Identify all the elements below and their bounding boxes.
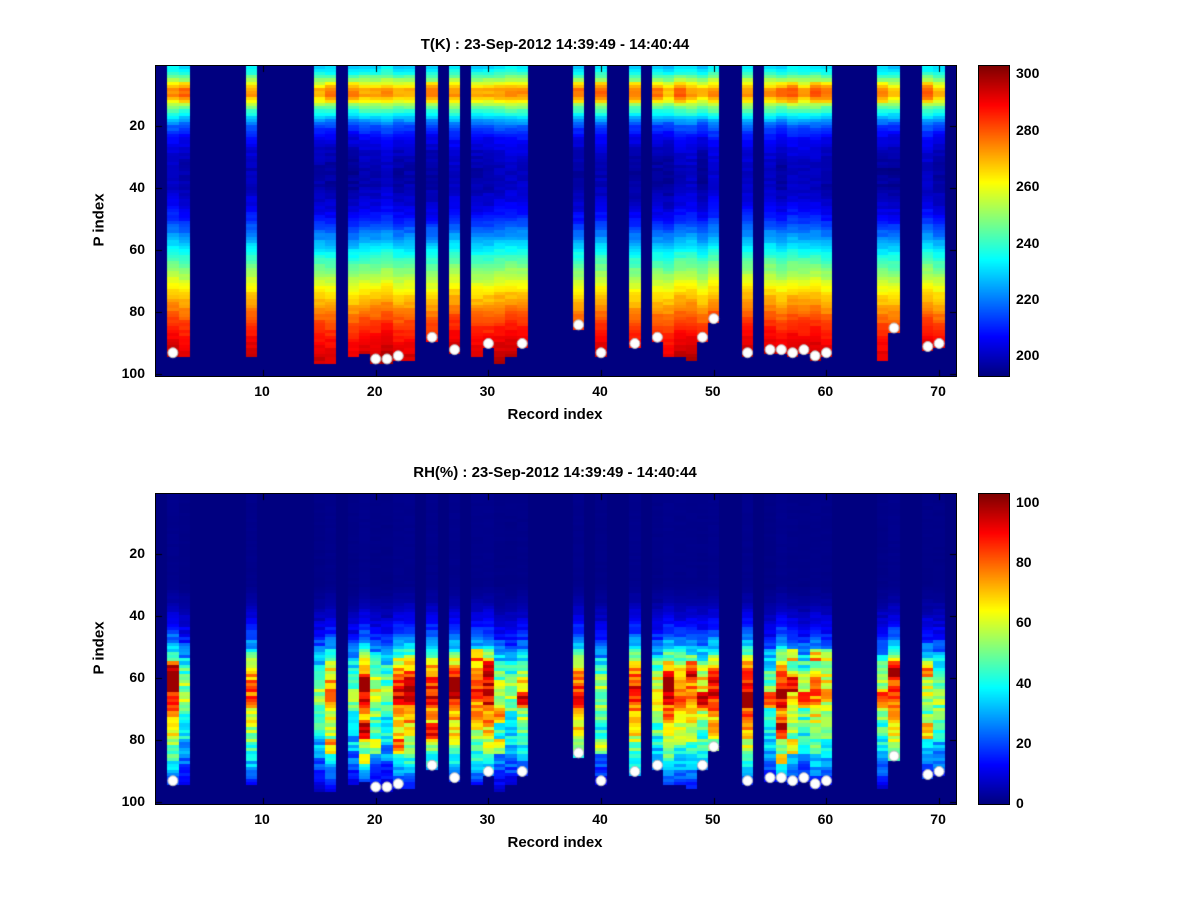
temperature-colorbar bbox=[978, 65, 1010, 377]
colorbar-tick-label: 280 bbox=[1016, 121, 1040, 138]
x-tick-label: 50 bbox=[704, 811, 721, 827]
x-tick-label: 70 bbox=[930, 811, 946, 827]
y-tick-label: 60 bbox=[129, 669, 145, 686]
colorbar-tick-label: 220 bbox=[1016, 290, 1040, 307]
humidity-colorbar bbox=[978, 493, 1010, 805]
x-tick-label: 10 bbox=[254, 811, 270, 827]
colorbar-tick-label: 40 bbox=[1016, 674, 1032, 691]
humidity-x-axis-label: Record index bbox=[507, 834, 603, 851]
x-tick-label: 10 bbox=[254, 383, 270, 399]
y-tick-label: 100 bbox=[121, 365, 145, 382]
y-tick-label: 20 bbox=[129, 117, 145, 134]
y-tick-label: 80 bbox=[129, 731, 145, 748]
temperature-plot-title: T(K) : 23-Sep-2012 14:39:49 - 14:40:44 bbox=[420, 36, 690, 53]
y-tick-label: 40 bbox=[129, 179, 145, 196]
colorbar-tick-label: 0 bbox=[1016, 795, 1024, 811]
x-tick-label: 30 bbox=[479, 811, 496, 827]
y-tick-label: 60 bbox=[129, 241, 145, 258]
x-tick-label: 70 bbox=[930, 383, 946, 399]
humidity-plot-title: RH(%) : 23-Sep-2012 14:39:49 - 14:40:44 bbox=[413, 464, 697, 481]
x-tick-label: 50 bbox=[704, 383, 721, 399]
x-tick-label: 40 bbox=[592, 811, 608, 827]
humidity-heatmap-canvas bbox=[155, 493, 957, 805]
x-tick-label: 20 bbox=[366, 383, 383, 399]
y-tick-label: 80 bbox=[129, 303, 145, 320]
x-tick-label: 60 bbox=[817, 811, 834, 827]
colorbar-tick-label: 300 bbox=[1016, 65, 1040, 82]
temperature-x-axis-label: Record index bbox=[507, 406, 603, 423]
x-tick-label: 30 bbox=[479, 383, 496, 399]
colorbar-tick-label: 200 bbox=[1016, 347, 1040, 364]
x-tick-label: 60 bbox=[817, 383, 834, 399]
colorbar-tick-label: 100 bbox=[1016, 494, 1040, 511]
x-tick-label: 20 bbox=[366, 811, 383, 827]
temperature-y-axis-label: P index bbox=[90, 193, 108, 247]
y-tick-label: 20 bbox=[129, 545, 145, 562]
x-tick-label: 40 bbox=[592, 383, 608, 399]
humidity-y-axis-label: P index bbox=[90, 621, 108, 675]
y-tick-label: 40 bbox=[129, 607, 145, 624]
y-tick-label: 100 bbox=[121, 793, 145, 810]
colorbar-tick-label: 80 bbox=[1016, 554, 1032, 571]
colorbar-tick-label: 20 bbox=[1016, 734, 1032, 751]
colorbar-tick-label: 240 bbox=[1016, 234, 1040, 251]
colorbar-tick-label: 260 bbox=[1016, 178, 1040, 195]
colorbar-tick-label: 60 bbox=[1016, 614, 1032, 631]
temperature-heatmap-canvas bbox=[155, 65, 957, 377]
